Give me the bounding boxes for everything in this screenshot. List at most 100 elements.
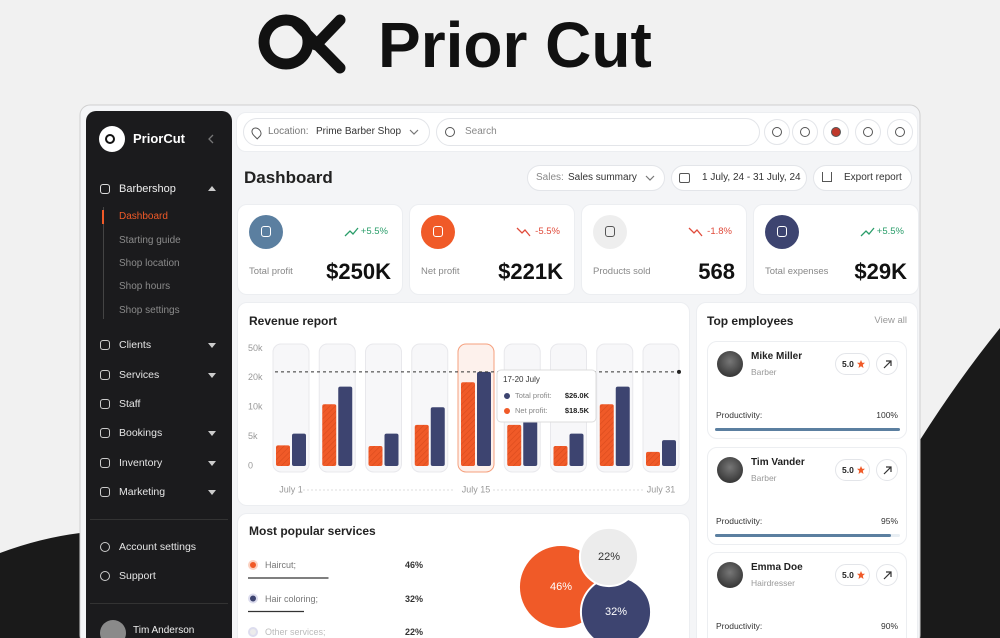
divider [90,519,228,520]
service-name: Other services; [265,627,326,637]
employee-avatar [717,457,743,483]
nav-item[interactable]: Inventory [119,457,163,469]
employee-rating: 5.0 [842,465,854,475]
kpi-icon [593,215,627,249]
toolbar-button[interactable] [792,119,818,145]
productivity-label: Productivity: [716,516,763,526]
view-all[interactable]: View all [874,315,907,326]
bg-swoosh [0,533,80,638]
nav-section[interactable]: Barbershop [119,183,176,195]
nav-rail-active [102,210,104,224]
service-name: Hair coloring; [265,593,319,604]
nav-subitem[interactable]: Shop settings [119,305,180,316]
rating-pill [835,353,870,375]
date-range: 1 July, 24 - 31 July, 24 [702,172,801,183]
brand-logo-mark [105,134,115,144]
caret [208,431,216,436]
open-button[interactable] [876,353,898,375]
employee-avatar [717,562,743,588]
kpi-icon-glyph [777,226,787,237]
nav-item[interactable]: Account settings [119,541,197,553]
nav-icon [100,571,110,581]
kpi-icon-glyph [433,226,443,237]
employee-rating: 5.0 [842,570,854,580]
caret [208,373,216,378]
kpi-value: $221K [498,259,563,284]
toolbar-icon [863,127,873,137]
kpi-label: Products sold [593,266,651,277]
nav-item[interactable]: Services [119,369,160,381]
employee-name: Tim Vander [751,457,805,468]
revenue-card [237,302,690,506]
caret [208,186,216,191]
nav-item[interactable]: Staff [119,398,141,410]
service-name: Haircut; [265,560,297,570]
date-picker[interactable] [671,165,807,191]
brand-name: PriorCut [133,131,185,146]
productivity-label: Productivity: [716,621,763,631]
caret [208,343,216,348]
nav-item[interactable]: Bookings [119,427,163,439]
search-box[interactable] [436,118,760,146]
sidebar [86,111,232,638]
kpi-value: $29K [854,259,907,284]
kpi-icon-glyph [261,226,271,237]
employee-name: Emma Doe [751,562,803,573]
nav-subitem[interactable]: Shop hours [119,281,171,292]
employee-role: Barber [751,473,777,483]
caret [208,490,216,495]
nav-subitem[interactable]: Shop location [119,258,180,269]
location: Prime Barber Shop [316,126,402,137]
nav-icon [100,458,110,468]
banner-title: Prior Cut [378,9,652,81]
location-label: Location: [268,126,309,137]
kpi-change: -1.8% [707,226,732,237]
user-avatar [100,620,126,638]
toolbar-icon [800,127,810,137]
nav-rail [103,207,104,319]
sales-select[interactable] [527,165,665,191]
export-icon [822,172,832,182]
nav-icon [100,487,110,497]
employee-name: Mike Miller [751,351,803,362]
export-label: Export report [844,172,902,183]
rating-pill [835,459,870,481]
page-title: Dashboard [244,168,333,187]
kpi-icon [421,215,455,249]
productivity-label: Productivity: [716,410,763,420]
service-share: 22% [404,627,423,637]
banner-logo [258,14,346,74]
nav-item[interactable]: Clients [119,339,152,351]
employee-avatar [717,351,743,377]
location-picker[interactable] [243,118,430,146]
nav-subitem[interactable]: Dashboard [119,211,168,222]
productivity-value: 90% [880,621,898,631]
export-button[interactable] [813,165,912,191]
nav-subitem[interactable]: Starting guide [119,235,181,246]
nav-icon [100,428,110,438]
productivity-bar [715,534,891,537]
employee-role: Barber [751,367,777,377]
user-name[interactable]: Tim Anderson [133,625,195,636]
kpi-label: Total profit [249,266,293,277]
kpi-value: $250K [326,259,391,284]
nav-icon [100,399,110,409]
nav-icon [100,340,110,350]
nav-item[interactable]: Support [119,570,156,582]
sales-value: Sales summary [568,172,637,183]
bg-swoosh [920,328,1000,638]
toolbar-icon [831,127,841,137]
nav-item[interactable]: Marketing [119,486,166,498]
toolbar-icon [772,127,782,137]
kpi-change: -5.5% [535,226,560,237]
kpi-change: +5.5% [876,226,904,237]
open-button[interactable] [876,564,898,586]
search-placeholder: Search [465,126,497,137]
kpi-icon-glyph [605,226,615,237]
search-icon [445,127,455,137]
toolbar-icon [895,127,905,137]
open-button[interactable] [876,459,898,481]
kpi-change: +5.5% [360,226,388,237]
toolbar-button[interactable] [823,119,849,145]
calendar-icon [679,173,690,183]
